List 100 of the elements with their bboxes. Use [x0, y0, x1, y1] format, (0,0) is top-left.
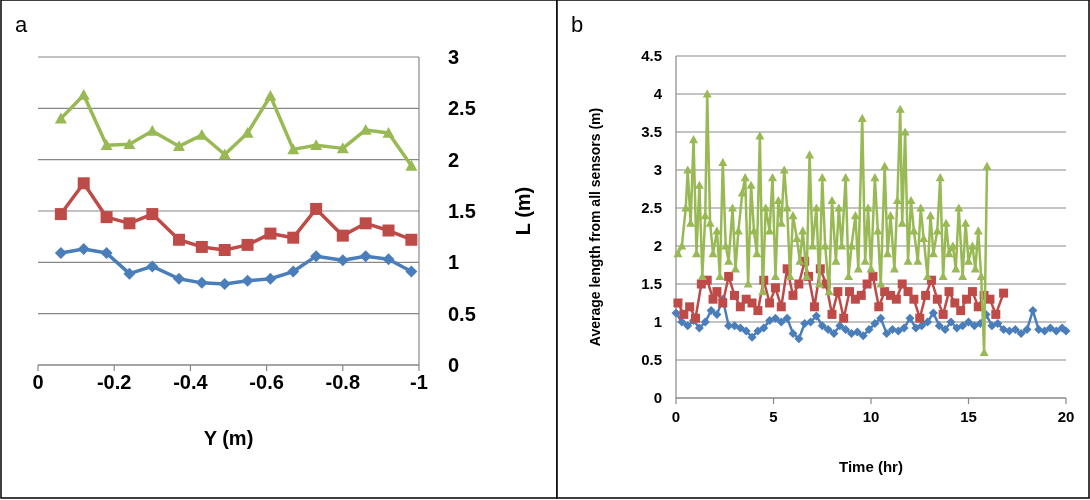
point	[310, 139, 323, 151]
point	[967, 287, 977, 297]
x-tick-label: -0.6	[249, 371, 284, 393]
point	[991, 309, 1001, 319]
y-tick-label: 2	[448, 148, 460, 171]
point	[218, 244, 231, 257]
point	[195, 129, 208, 140]
point	[77, 177, 90, 190]
point	[932, 294, 942, 304]
point	[956, 306, 966, 316]
point	[735, 302, 745, 312]
point	[146, 208, 159, 221]
y-tick-label: 2.5	[448, 97, 476, 120]
y-tick-label: 0	[653, 389, 662, 407]
point	[845, 287, 855, 297]
point	[405, 233, 418, 246]
point	[897, 279, 907, 289]
point	[382, 253, 395, 266]
point	[100, 211, 113, 224]
point	[708, 294, 718, 304]
point	[730, 290, 739, 300]
y-tick-label: 4.5	[641, 47, 662, 65]
y-tick-label: 3	[653, 161, 662, 179]
x-axis-title: Time (hr)	[839, 458, 903, 475]
point	[405, 159, 418, 171]
x-tick-label: 5	[769, 408, 778, 425]
y-tick-label: 3.5	[641, 123, 662, 141]
point	[862, 279, 872, 289]
point	[856, 290, 866, 300]
point	[921, 290, 931, 300]
point	[903, 287, 913, 297]
x-tick-label: 20	[1057, 408, 1075, 425]
point	[827, 309, 837, 319]
x-axis-title: Y (m)	[203, 427, 254, 449]
point	[336, 229, 349, 242]
point	[839, 313, 849, 323]
y-tick-label: 4	[653, 85, 663, 103]
y-tick-label: 1.5	[448, 200, 476, 222]
point	[287, 143, 300, 155]
point	[891, 294, 901, 304]
point	[287, 265, 300, 278]
point	[747, 298, 757, 308]
point	[336, 142, 349, 154]
point	[264, 272, 277, 285]
point	[809, 302, 819, 312]
point	[770, 283, 780, 293]
y-tick-label: 2	[653, 237, 662, 255]
point	[962, 294, 972, 304]
point	[264, 227, 277, 240]
point	[241, 238, 254, 251]
point	[264, 90, 277, 101]
point	[673, 298, 683, 308]
y-tick-label: 1.5	[641, 275, 662, 293]
point	[753, 306, 763, 316]
point	[54, 208, 67, 221]
y-axis-title: Average length from all sensors (m)	[587, 107, 603, 347]
point	[336, 254, 349, 267]
y-tick-label: 1	[448, 251, 460, 274]
point	[915, 313, 925, 323]
point	[765, 298, 775, 308]
point	[999, 288, 1009, 298]
point	[874, 302, 884, 312]
point	[172, 272, 185, 285]
point	[195, 240, 208, 253]
chart-title: a	[15, 12, 28, 37]
point	[359, 250, 372, 263]
point	[718, 298, 728, 308]
point	[382, 224, 395, 237]
point	[685, 302, 695, 312]
y-tick-label: 3	[448, 46, 460, 68]
x-tick-label: 0	[32, 371, 44, 393]
point	[195, 276, 208, 289]
point	[146, 260, 159, 273]
y-axis-title: L (m)	[512, 186, 534, 236]
x-tick-label: -0.2	[96, 371, 132, 393]
point	[77, 242, 90, 255]
point	[77, 88, 90, 100]
point	[287, 231, 300, 244]
point	[123, 267, 136, 280]
point	[679, 309, 689, 319]
chart-title: b	[571, 12, 584, 37]
point	[172, 233, 185, 246]
y-tick-label: 2.5	[641, 199, 662, 217]
point	[909, 294, 919, 304]
point	[776, 302, 786, 312]
y-tick-label: 0.5	[641, 351, 662, 369]
y-tick-label: 0.5	[448, 302, 476, 325]
point	[794, 279, 804, 289]
point	[950, 298, 960, 308]
point	[788, 290, 798, 300]
point	[310, 250, 323, 263]
point	[123, 217, 136, 230]
x-tick-label: 10	[862, 408, 880, 425]
x-tick-label: -1	[410, 371, 428, 393]
point	[100, 139, 113, 151]
point	[712, 287, 722, 297]
x-tick-label: -0.4	[173, 371, 209, 393]
y-tick-label: 0	[448, 354, 460, 376]
point	[359, 217, 372, 230]
point	[405, 265, 418, 278]
